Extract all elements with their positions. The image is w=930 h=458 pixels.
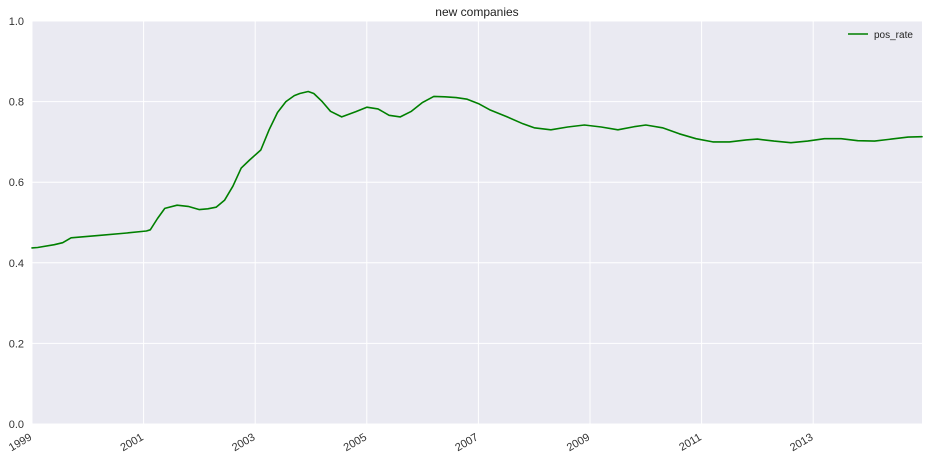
y-tick-label: 0.4 xyxy=(9,258,24,270)
y-tick-label: 0.0 xyxy=(9,419,24,431)
chart-title: new companies xyxy=(435,5,518,19)
y-tick-label: 0.2 xyxy=(9,338,24,350)
x-tick-label: 2003 xyxy=(230,431,257,454)
y-tick-label: 0.6 xyxy=(9,177,24,189)
legend: pos_rate xyxy=(834,25,918,45)
y-axis-tick-labels: 0.0 0.2 0.4 0.6 0.8 1.0 xyxy=(9,16,24,431)
series-group xyxy=(31,90,923,249)
x-tick-label: 2009 xyxy=(565,431,592,454)
x-tick-label: 2013 xyxy=(788,431,815,454)
legend-label-pos-rate: pos_rate xyxy=(874,30,913,41)
x-tick-label: 2005 xyxy=(342,431,369,454)
legend-box xyxy=(834,25,918,45)
x-tick-label: 2001 xyxy=(118,431,145,454)
x-axis-tick-labels: 1999 2001 2003 2005 2007 2009 2011 2013 xyxy=(7,431,815,454)
plot-area xyxy=(32,21,922,424)
x-tick-label: 2011 xyxy=(677,431,703,453)
x-tick-label: 1999 xyxy=(7,431,34,454)
y-tick-label: 0.8 xyxy=(9,97,24,109)
grid-lines xyxy=(31,20,922,425)
y-tick-label: 1.0 xyxy=(9,16,24,28)
series-line-pos-rate xyxy=(31,90,923,249)
x-tick-label: 2007 xyxy=(453,431,480,454)
